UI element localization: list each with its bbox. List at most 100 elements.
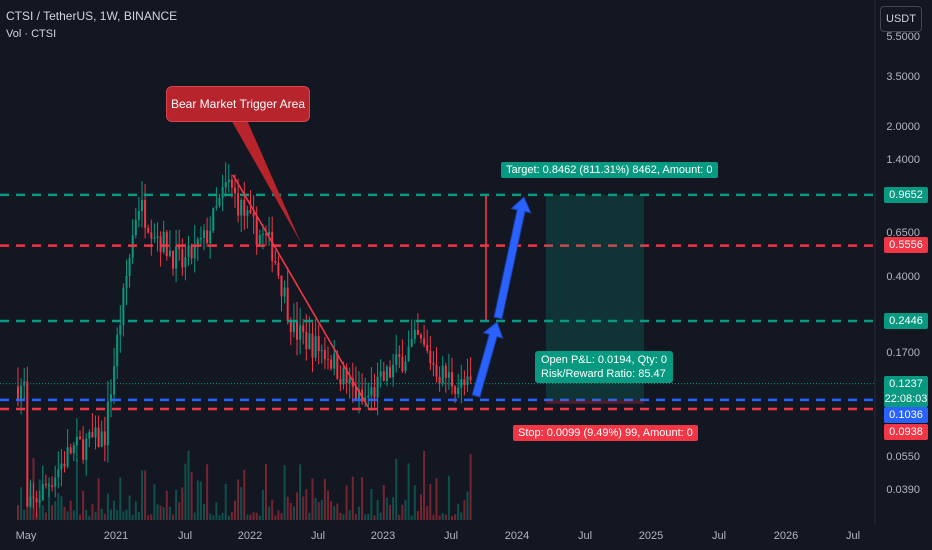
ytick: 0.0550 — [886, 451, 920, 463]
xtick: Jul — [178, 530, 192, 542]
volume-bar — [408, 463, 410, 520]
ytick: 1.4000 — [886, 154, 920, 166]
volume-bar — [274, 516, 276, 520]
volume-bar — [395, 459, 397, 520]
volume-bar — [228, 516, 230, 520]
candle-body — [234, 188, 236, 194]
xtick: Jul — [578, 530, 592, 542]
candle-body — [206, 230, 208, 243]
volume-bar — [132, 515, 134, 520]
candle-body — [389, 367, 391, 377]
volume-bar — [460, 512, 462, 520]
candle-body — [426, 345, 428, 351]
volume-bar — [339, 513, 341, 520]
volume-bar — [448, 476, 450, 520]
candle-body — [110, 394, 112, 401]
volume-bar — [374, 515, 376, 520]
volume-bar — [98, 478, 100, 520]
volume-bar — [122, 511, 124, 520]
volume-bar — [355, 514, 357, 520]
candle-body — [191, 245, 193, 258]
stop-label[interactable]: Stop: 0.0099 (9.49%) 99, Amount: 0 — [513, 425, 698, 441]
volume-bar — [293, 506, 295, 520]
candle-body — [470, 376, 472, 380]
volume-bar — [467, 492, 469, 520]
volume-bar — [45, 513, 47, 520]
ytick: 2.0000 — [886, 121, 920, 133]
volume-bar — [287, 497, 289, 520]
candle-body — [408, 346, 410, 361]
candle-body — [116, 335, 118, 367]
candle-body — [200, 238, 202, 239]
volume-bar — [277, 510, 279, 520]
xtick: 2023 — [371, 530, 395, 542]
volume-bar — [439, 516, 441, 520]
ytick: 0.4000 — [886, 271, 920, 283]
volume-bar — [64, 507, 66, 520]
candle-body — [333, 354, 335, 369]
price-tag-stop: 0.0938 — [884, 424, 928, 440]
volume-bar — [20, 487, 22, 520]
volume-bar — [250, 515, 252, 520]
volume-bar — [203, 504, 205, 520]
candle-body — [312, 334, 314, 358]
candle-body — [377, 377, 379, 398]
candle-body — [215, 206, 217, 208]
volume-bar — [144, 470, 146, 520]
candle-body — [88, 432, 90, 439]
volume-bar — [346, 485, 348, 520]
xtick: 2022 — [238, 530, 262, 542]
volume-bar — [451, 516, 453, 520]
volume-bar — [107, 494, 109, 520]
target-label[interactable]: Target: 0.8462 (811.31%) 8462, Amount: 0 — [501, 162, 718, 178]
volume-bar — [308, 513, 310, 520]
volume-bar — [76, 460, 78, 520]
candle-body — [212, 208, 214, 231]
volume-bar — [324, 479, 326, 520]
volume-bar — [166, 491, 168, 520]
xtick: Jul — [444, 530, 458, 542]
ytick: 0.1700 — [886, 347, 920, 359]
volume-bar — [135, 501, 137, 520]
ytick: 5.5000 — [886, 31, 920, 43]
callout-bear-market[interactable]: Bear Market Trigger Area — [166, 86, 310, 122]
xtick: Jul — [712, 530, 726, 542]
candle-body — [237, 193, 239, 215]
candle-body — [420, 335, 422, 338]
rr-line: Risk/Reward Ratio: 85.47 — [541, 367, 667, 381]
volume-bar — [222, 513, 224, 520]
volume-bar — [470, 454, 472, 520]
volume-bar — [265, 464, 267, 520]
projection-arrow — [472, 322, 503, 397]
volume-bar — [85, 510, 87, 520]
candle-body — [439, 377, 441, 383]
volume-bar — [284, 465, 286, 520]
candle-body — [42, 484, 44, 500]
candle-body — [45, 484, 47, 485]
candle-body — [315, 336, 317, 358]
candle-body — [33, 497, 35, 499]
candle-body — [60, 464, 62, 470]
volume-bar — [129, 495, 131, 520]
volume-bar — [17, 505, 19, 520]
candle-body — [222, 187, 224, 198]
pnl-label[interactable]: Open P&L: 0.0194, Qty: 0 Risk/Reward Rat… — [535, 351, 673, 383]
volume-bar — [67, 512, 69, 520]
volume-bar — [253, 512, 255, 520]
volume-bar — [305, 489, 307, 520]
xtick: Jul — [311, 530, 325, 542]
price-tag-entry: 0.1036 — [884, 407, 928, 423]
volume-bar — [262, 490, 264, 520]
volume-bar — [126, 510, 128, 520]
currency-button[interactable]: USDT — [880, 6, 922, 32]
volume-bar — [147, 515, 149, 520]
volume-bar — [243, 470, 245, 520]
volume-bar — [237, 479, 239, 520]
candle-body — [57, 469, 59, 477]
volume-bar — [206, 464, 208, 520]
candle-body — [414, 330, 416, 339]
candle-body — [423, 338, 425, 344]
volume-bar — [57, 493, 59, 520]
candle-body — [296, 320, 298, 339]
